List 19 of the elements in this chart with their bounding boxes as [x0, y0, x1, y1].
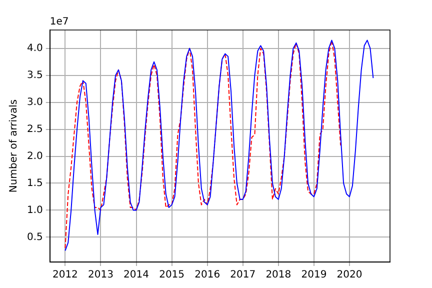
x-tick-label: 2016: [194, 270, 220, 281]
x-tick-label: 2020: [336, 270, 362, 281]
x-tick-label: 2017: [230, 270, 256, 281]
y-tick-label: 0.5: [26, 232, 43, 243]
x-tick-label: 2013: [88, 270, 114, 281]
x-tick-label: 2018: [266, 270, 292, 281]
y-tick-label: 1.0: [26, 204, 43, 216]
x-tick-label: 2014: [124, 270, 149, 281]
x-tick-label: 2015: [159, 270, 185, 281]
y-tick-label: 3.0: [26, 96, 43, 108]
y-tick-label: 3.5: [26, 70, 43, 81]
y-tick-label: 2.5: [26, 124, 43, 135]
x-tick-label: 2019: [301, 270, 327, 281]
y-axis-title: Number of arrivals: [8, 99, 20, 193]
x-tick-label: 2012: [52, 270, 78, 281]
y-tick-label: 4.0: [26, 42, 43, 54]
text: 1e7: [50, 16, 69, 28]
y-tick-label: 2.0: [26, 150, 43, 162]
y-tick-label: 1.5: [26, 178, 43, 189]
